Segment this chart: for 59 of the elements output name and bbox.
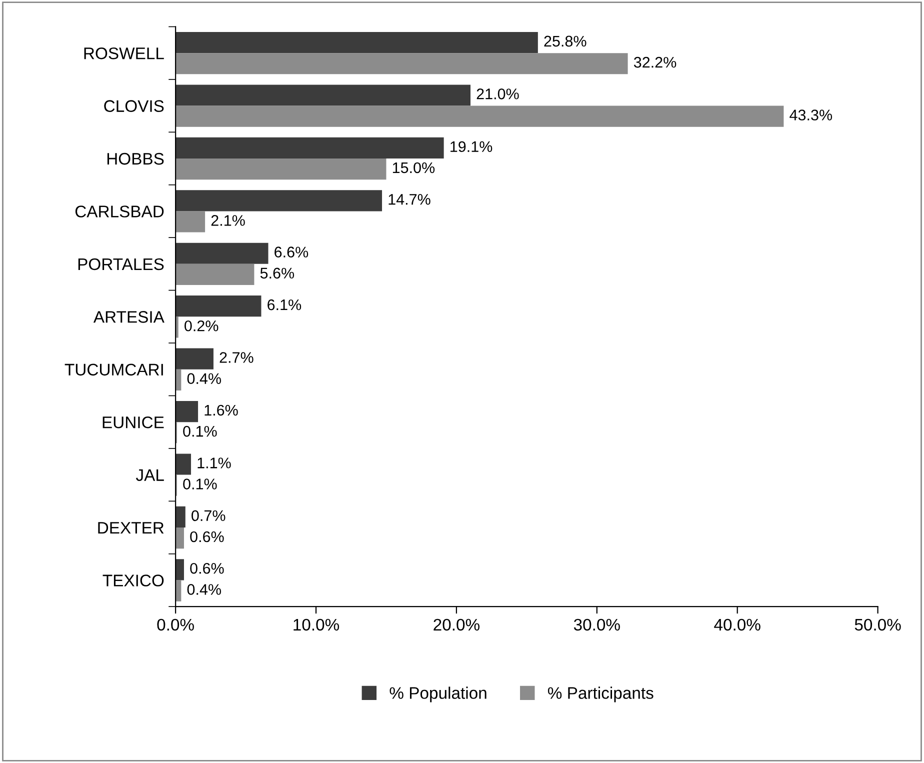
y-tick-label: ROSWELL <box>84 47 164 60</box>
bar <box>176 264 254 286</box>
y-tick-label: TEXICO <box>102 574 164 586</box>
data-label: 2.7% <box>220 352 254 363</box>
data-label: 1.1% <box>198 458 231 468</box>
data-label: 19.1% <box>450 141 492 152</box>
x-tick-label: 0.0% <box>157 618 194 631</box>
y-tick-label: PORTALES <box>78 258 164 270</box>
data-label: 25.8% <box>544 36 586 47</box>
y-tick-label: JAL <box>136 469 164 481</box>
data-label: 43.3% <box>790 110 832 120</box>
y-tick-label: HOBBS <box>107 152 164 165</box>
x-tick-label: 40.0% <box>714 618 760 631</box>
data-label: 0.1% <box>183 426 217 437</box>
data-label: 0.4% <box>187 584 222 595</box>
data-label: 6.6% <box>274 246 308 258</box>
bar <box>176 137 444 158</box>
data-label: 0.1% <box>183 478 217 490</box>
data-label: 15.0% <box>392 162 435 174</box>
data-label: 5.6% <box>260 268 294 279</box>
bar <box>176 211 206 232</box>
legend-label: % Population <box>390 686 486 702</box>
x-tick-label: 30.0% <box>574 618 620 631</box>
y-tick-label: CARLSBAD <box>75 206 164 218</box>
bar <box>176 348 214 370</box>
bar <box>176 559 184 580</box>
bar <box>176 32 538 54</box>
data-label: 32.2% <box>634 56 676 68</box>
x-tick-label: 20.0% <box>434 618 480 631</box>
data-label: 1.6% <box>204 404 238 416</box>
data-label: 0.6% <box>190 562 224 574</box>
data-label: 2.1% <box>211 215 245 226</box>
data-label: 0.6% <box>190 531 224 542</box>
legend-label: % Participants <box>548 686 654 702</box>
data-label: 0.7% <box>192 510 226 522</box>
bar <box>176 84 470 106</box>
data-label: 21.0% <box>476 88 519 100</box>
x-tick-label: 50.0% <box>854 618 901 631</box>
bar <box>176 53 628 74</box>
y-tick-label: DEXTER <box>98 522 164 534</box>
bar <box>176 190 382 212</box>
bar <box>176 106 784 127</box>
y-tick-label: ARTESIA <box>93 311 164 323</box>
y-tick-label: CLOVIS <box>104 100 164 112</box>
data-label: 14.7% <box>388 194 430 205</box>
data-label: 0.4% <box>187 373 222 384</box>
bar <box>176 528 184 549</box>
bar <box>176 242 268 264</box>
bar <box>176 454 192 475</box>
data-label: 0.2% <box>184 320 218 332</box>
bar <box>176 400 198 422</box>
bar <box>176 158 386 180</box>
y-tick-label: EUNICE <box>102 416 164 428</box>
bar <box>176 296 262 317</box>
x-tick-label: 10.0% <box>294 618 340 631</box>
data-label: 6.1% <box>268 299 302 310</box>
bar <box>176 506 186 528</box>
y-tick-label: TUCUMCARI <box>64 364 163 376</box>
bar <box>176 580 182 602</box>
